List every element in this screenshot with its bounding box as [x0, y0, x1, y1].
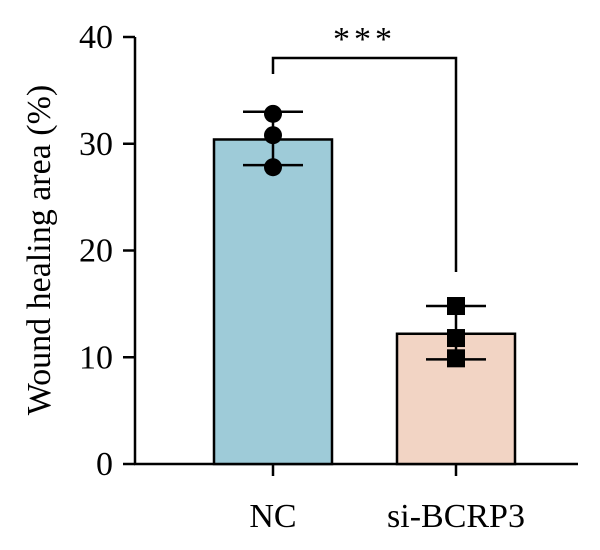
data-point-square — [447, 297, 465, 316]
data-point-square — [447, 329, 465, 348]
significance-label: *** — [333, 21, 396, 58]
y-tick-label: 30 — [79, 126, 113, 163]
significance-annotation: *** — [271, 21, 458, 272]
bars — [212, 138, 517, 466]
tick-labels: 0 10 20 30 40 NC si-BCRP3 — [79, 19, 525, 535]
y-tick-label: 20 — [79, 233, 113, 270]
x-tick-label: si-BCRP3 — [387, 498, 525, 535]
data-point-square — [447, 349, 465, 368]
data-point-circle — [264, 126, 282, 145]
y-axis-title: Wound healing area (%) — [21, 85, 58, 416]
y-tick-label: 40 — [79, 19, 113, 56]
x-tick-label: NC — [249, 498, 296, 535]
bar-nc — [212, 138, 334, 466]
significance-bracket — [271, 56, 458, 272]
y-tick-label: 10 — [79, 339, 113, 376]
data-point-circle — [264, 158, 282, 177]
data-points — [264, 104, 465, 368]
data-point-circle — [264, 104, 282, 123]
y-tick-label: 0 — [96, 446, 113, 483]
